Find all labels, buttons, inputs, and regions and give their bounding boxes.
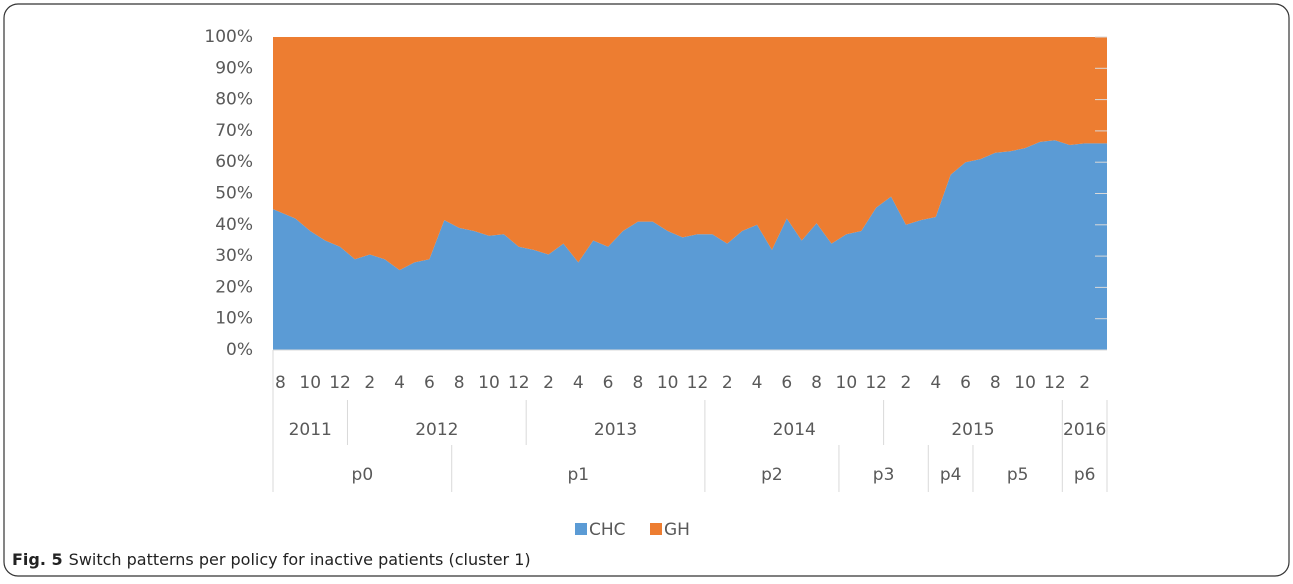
x-tick-label: 4 xyxy=(930,373,941,393)
group-label: p3 xyxy=(873,465,895,485)
area xyxy=(273,37,1107,271)
legend-swatch xyxy=(650,523,662,535)
x-tick-label: 2 xyxy=(901,373,912,393)
y-tick-label: 90% xyxy=(215,58,253,78)
x-tick-label: 12 xyxy=(1044,373,1066,393)
legend-swatch xyxy=(575,523,587,535)
x-tick-label: 2 xyxy=(364,373,375,393)
group-label: 2015 xyxy=(951,420,994,440)
group-label: 2016 xyxy=(1063,420,1106,440)
y-tick-label: 60% xyxy=(215,152,253,172)
x-tick-label: 10 xyxy=(836,373,858,393)
y-tick-label: 40% xyxy=(215,215,253,235)
group-label: 2011 xyxy=(289,420,332,440)
caption-text: Switch patterns per policy for inactive … xyxy=(69,550,531,569)
frame xyxy=(3,3,1290,577)
x-tick-label: 10 xyxy=(299,373,321,393)
x-tick-label: 6 xyxy=(781,373,792,393)
group-label: p6 xyxy=(1074,465,1096,485)
y-tick-label: 30% xyxy=(215,246,253,266)
x-tick-label: 2 xyxy=(1079,373,1090,393)
caption: Fig. 5 Switch patterns per policy for ina… xyxy=(12,550,531,569)
x-tick-label: 10 xyxy=(478,373,500,393)
y-tick-label: 20% xyxy=(215,277,253,297)
x-tick-label: 4 xyxy=(394,373,405,393)
x-tick-label: 8 xyxy=(990,373,1001,393)
x-tick-label: 2 xyxy=(722,373,733,393)
y-tick-label: 10% xyxy=(215,309,253,329)
x-tick-label: 2 xyxy=(543,373,554,393)
y-tick-label: 0% xyxy=(226,340,253,360)
y-tick-label: 80% xyxy=(215,90,253,110)
group-label: p1 xyxy=(567,465,589,485)
x-tick-label: 10 xyxy=(657,373,679,393)
x-tick-label: 12 xyxy=(865,373,887,393)
x-tick-label: 8 xyxy=(275,373,286,393)
x-tick-label: 6 xyxy=(603,373,614,393)
group-label: p5 xyxy=(1007,465,1029,485)
x-tick-label: 12 xyxy=(508,373,530,393)
legend-label: CHC xyxy=(589,520,626,540)
x-tick-label: 4 xyxy=(752,373,763,393)
x-tick-label: 8 xyxy=(811,373,822,393)
y-tick-label: 50% xyxy=(215,184,253,204)
x-tick-label: 6 xyxy=(960,373,971,393)
group-label: 2012 xyxy=(415,420,458,440)
y-tick-label: 70% xyxy=(215,121,253,141)
x-tick-label: 8 xyxy=(454,373,465,393)
x-tick-label: 12 xyxy=(329,373,351,393)
y-tick-label: 100% xyxy=(204,27,253,47)
caption-label: Fig. 5 xyxy=(12,550,63,569)
area xyxy=(273,140,1107,350)
x-tick-label: 12 xyxy=(687,373,709,393)
x-tick-label: 10 xyxy=(1014,373,1036,393)
group-label: p4 xyxy=(940,465,962,485)
group-label: p2 xyxy=(761,465,783,485)
x-tick-label: 6 xyxy=(424,373,435,393)
x-tick-label: 4 xyxy=(573,373,584,393)
group-label: 2013 xyxy=(594,420,637,440)
legend-label: GH xyxy=(664,520,690,540)
group-label: 2014 xyxy=(773,420,816,440)
group-label: p0 xyxy=(352,465,374,485)
x-tick-label: 8 xyxy=(632,373,643,393)
